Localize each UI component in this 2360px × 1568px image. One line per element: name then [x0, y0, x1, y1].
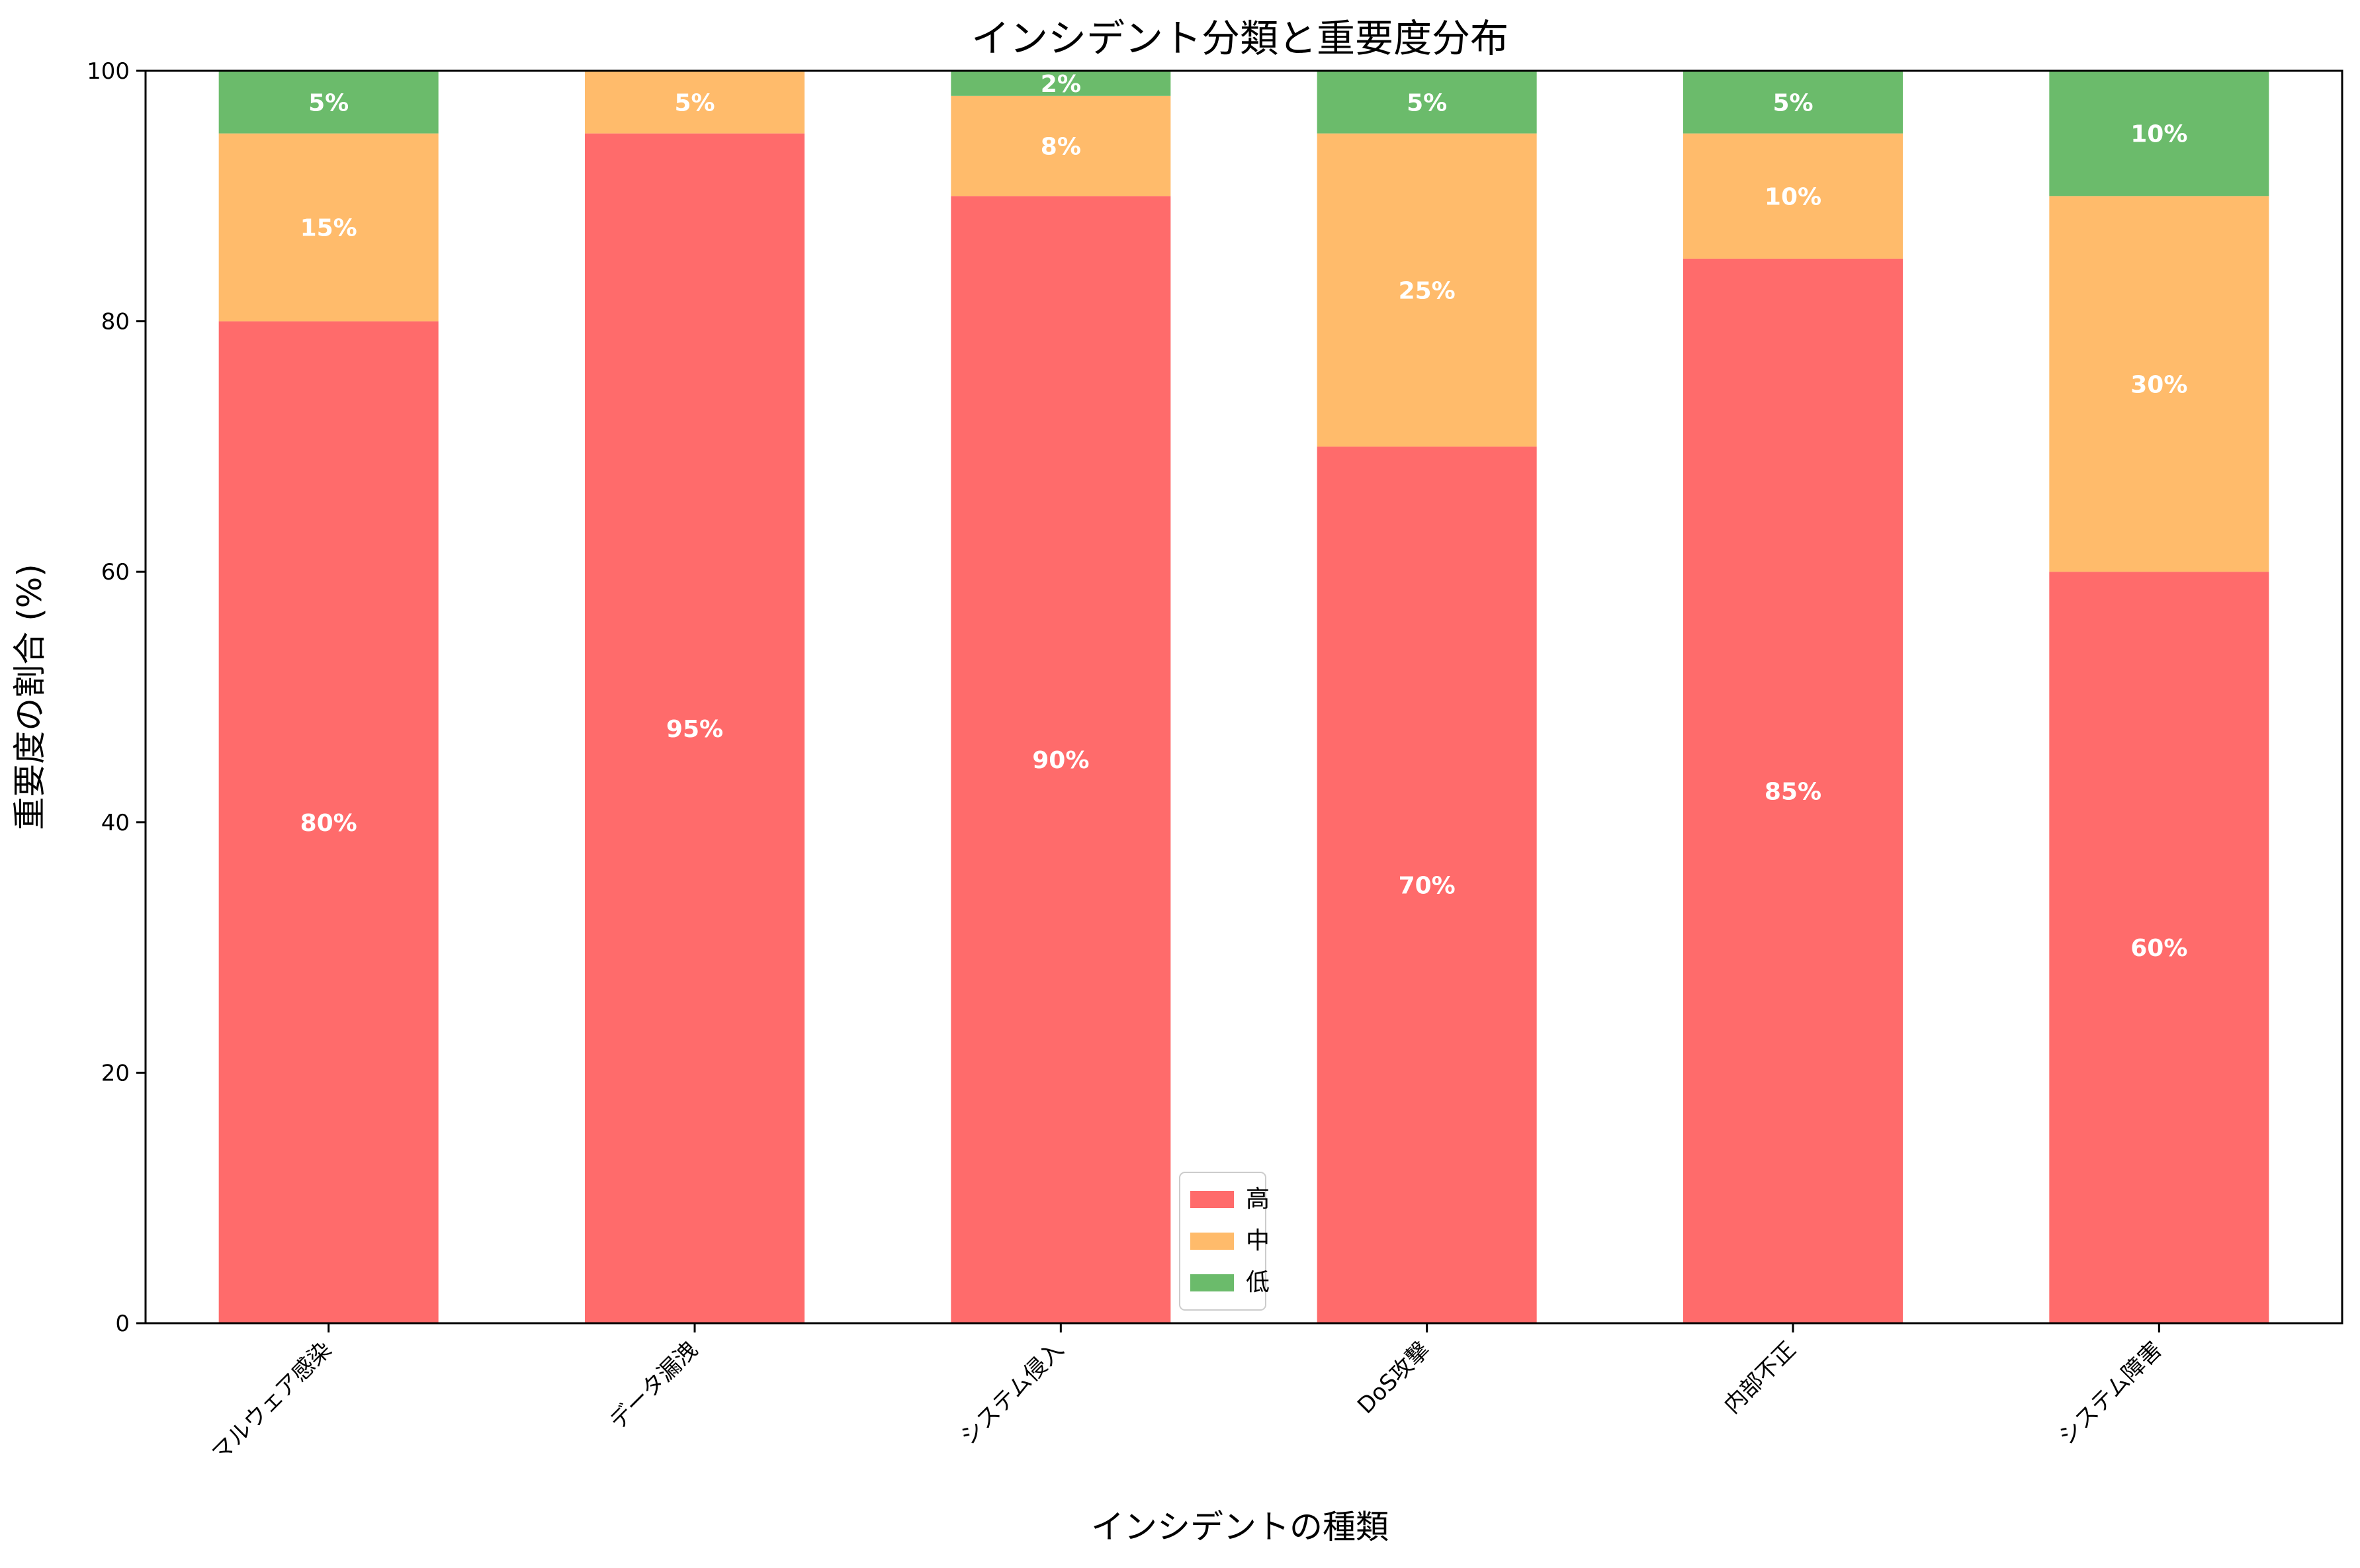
x-tick-label: DoS攻撃 — [1352, 1336, 1435, 1419]
x-tick-label: システム障害 — [2054, 1336, 2167, 1450]
x-tick-label: データ漏洩 — [605, 1336, 703, 1434]
data-label-2-5: 10% — [1765, 183, 1821, 210]
y-axis-title: 重要度の割合 (%) — [11, 564, 49, 830]
data-label-1-5: 85% — [1765, 778, 1821, 805]
legend-swatch — [1190, 1274, 1234, 1291]
data-label-2-1: 15% — [300, 215, 357, 242]
bar-segment-2-3 — [951, 95, 1171, 196]
bar-segment-3-3 — [951, 71, 1171, 96]
x-tick-label: マルウェア感染 — [206, 1336, 337, 1467]
y-tick-label: 80 — [101, 309, 130, 335]
legend-swatch — [1190, 1233, 1234, 1250]
data-label-1-4: 70% — [1399, 872, 1456, 899]
x-axis-title: インシデントの種類 — [1091, 1508, 1389, 1546]
legend-entry: 高 — [1246, 1186, 1270, 1213]
bar-segment-1-5 — [1683, 258, 1903, 1324]
data-label-1-3: 90% — [1032, 747, 1089, 774]
y-axis: 0 20 40 60 80 100 — [87, 58, 146, 1337]
x-tick-label: システム侵入 — [955, 1336, 1069, 1450]
data-label-3-6: 10% — [2130, 121, 2187, 148]
bar-segment-1-3 — [951, 196, 1171, 1323]
data-label-1-1: 80% — [300, 810, 357, 837]
bar-segment-2-6 — [2049, 196, 2269, 572]
data-label-3-1: 5% — [308, 89, 349, 116]
y-tick-label: 60 — [101, 559, 130, 586]
data-label-2-6: 30% — [2130, 371, 2187, 398]
data-label-2-4: 25% — [1399, 277, 1456, 304]
data-label-1-2: 95% — [666, 716, 723, 743]
bar-segment-2-4 — [1317, 133, 1537, 447]
bar-segment-2-2 — [585, 71, 805, 134]
legend-entry: 中 — [1246, 1227, 1270, 1254]
bar-segment-3-1 — [218, 71, 439, 134]
data-label-2-2: 5% — [674, 89, 715, 116]
legend-swatch — [1190, 1191, 1234, 1208]
data-label-3-5: 5% — [1772, 89, 1813, 116]
data-label-3-4: 5% — [1407, 89, 1447, 116]
y-tick-label: 40 — [101, 810, 130, 836]
chart-title: インシデント分類と重要度分布 — [971, 16, 1508, 61]
x-axis: マルウェア感染 データ漏洩 システム侵入 DoS攻撃 内部不正 システム障害 — [206, 1323, 2167, 1467]
bar-segment-1-2 — [585, 133, 805, 1323]
x-tick-label: 内部不正 — [1719, 1336, 1801, 1418]
bar-segment-3-4 — [1317, 71, 1537, 134]
data-label-2-3: 8% — [1041, 134, 1081, 161]
legend-entry: 低 — [1246, 1269, 1270, 1296]
bar-segment-1-4 — [1317, 446, 1537, 1323]
bar-segment-1-6 — [2049, 572, 2269, 1324]
bar-segment-1-1 — [218, 321, 439, 1324]
plot-area: 80% 15% 5% 95% 5% 90% 8% 2% 70% 25% 5% 85% 10% 5% 60% 3… — [144, 69, 2343, 1325]
legend: 高中低 — [1179, 1172, 1270, 1311]
data-label-1-6: 60% — [2130, 935, 2187, 962]
bar-segment-3-6 — [2049, 71, 2269, 196]
bar-segment-2-5 — [1683, 133, 1903, 259]
y-tick-label: 100 — [87, 58, 130, 85]
segment-labels: 80% 15% 5% 95% 5% 90% 8% 2% 70% 25% 5% 85% 10% 5% 60% 3… — [300, 71, 2188, 962]
y-tick-label: 0 — [115, 1311, 130, 1337]
bar-segment-2-1 — [218, 133, 439, 322]
plot-frame — [144, 69, 2343, 1325]
bars — [218, 71, 2269, 1324]
y-tick-label: 20 — [101, 1060, 130, 1086]
data-label-3-3: 2% — [1041, 71, 1081, 98]
bar-segment-3-5 — [1683, 71, 1903, 134]
